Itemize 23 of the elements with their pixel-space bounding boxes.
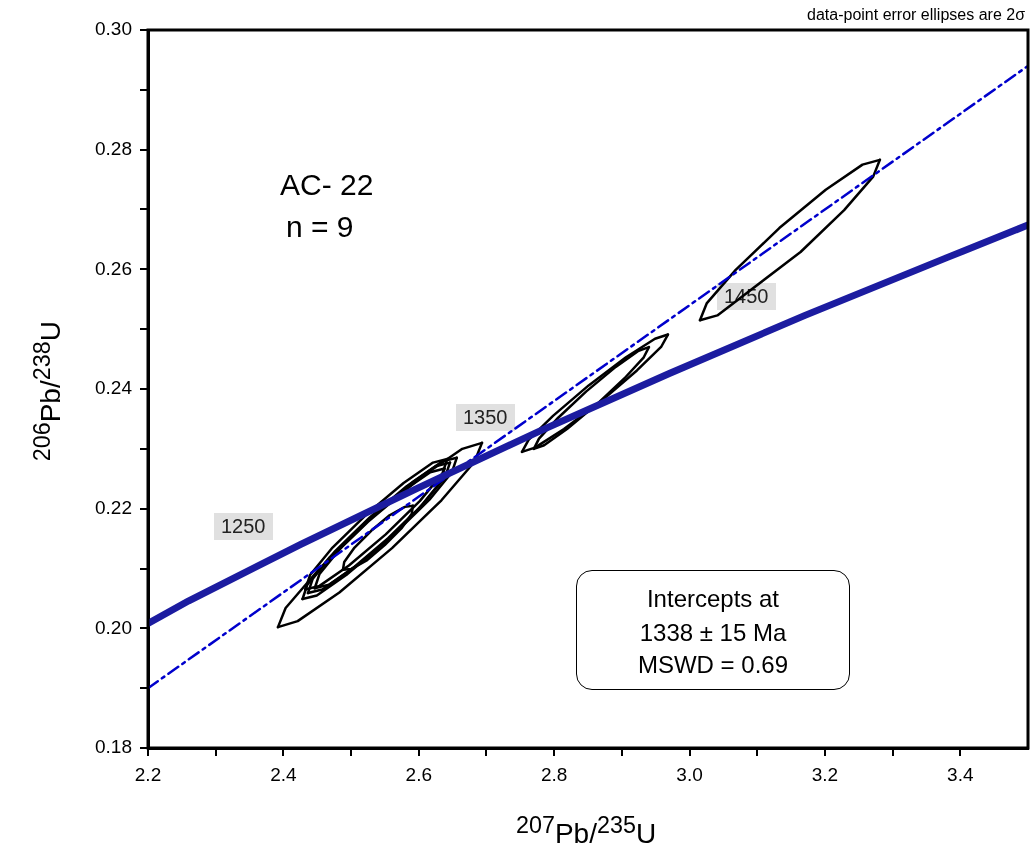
x-tick-label: 2.4 [270,763,298,785]
annotation: 1250 [214,513,273,540]
x-tick-label: 2.8 [540,763,568,785]
annotation: MSWD = 0.69 [636,651,789,679]
x-tick-label: 3.2 [811,763,839,785]
y-tick-label: 0.28 [95,137,132,159]
y-tick-label: 0.18 [95,736,132,758]
y-tick-label: 0.22 [95,496,132,518]
y-tick-label: 0.30 [95,18,132,40]
y-tick-label: 0.24 [95,377,133,399]
annotation: 1350 [456,404,515,431]
y-tick-label: 0.26 [95,257,132,279]
x-axis-title: $^{207}$Pb/$^{235}$U [516,812,657,851]
x-tick-label: 2.6 [405,763,432,785]
x-tick-label: 3.4 [947,763,974,785]
y-tick-label: 0.20 [95,616,132,638]
x-tick-label: 2.2 [134,763,162,785]
text: data-point error ellipses are 2σ [807,6,1025,24]
annotation: n = 9 [286,210,354,244]
x-tick-label: 3.0 [676,763,703,785]
annotation: 1338 ± 15 Ma [638,619,788,647]
annotation: Intercepts at [645,585,781,613]
annotation: AC- 22 [280,168,374,202]
